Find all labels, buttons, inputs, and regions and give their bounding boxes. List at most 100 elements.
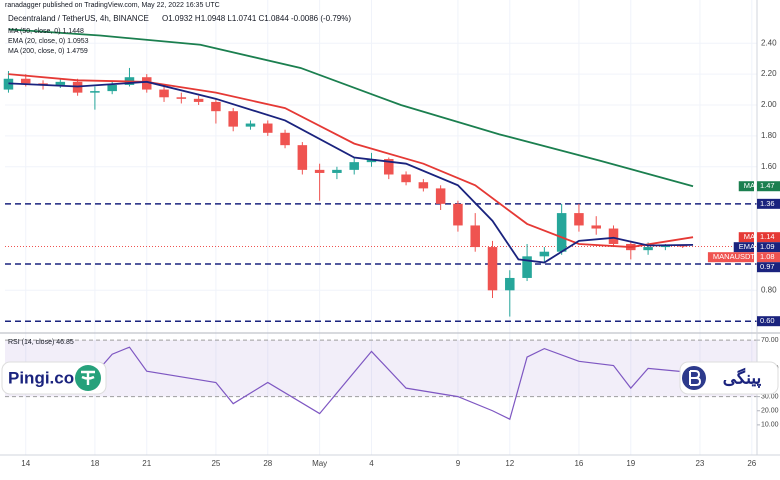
moving-average <box>8 80 694 264</box>
x-tick-label: 9 <box>456 459 461 468</box>
candle-body <box>332 169 342 173</box>
candle-body <box>608 228 619 244</box>
x-tick-label: 12 <box>505 459 514 468</box>
price-tag <box>757 316 780 327</box>
ohlc-line: O1.0932 H1.0948 L1.0741 C1.0844 -0.0086 … <box>162 14 351 23</box>
candle-body <box>245 123 256 127</box>
y-tick-label: 20.00 <box>761 408 779 415</box>
candle-body <box>107 84 117 92</box>
price-tag-label: 0.60 <box>760 316 775 325</box>
candle-body <box>297 145 308 170</box>
price-tag-name: MANAUSDT <box>713 252 756 261</box>
candle-body <box>401 174 411 183</box>
candle-body <box>55 81 66 85</box>
candle-body <box>142 77 152 90</box>
price-tag <box>757 198 780 209</box>
rsi-title: RSI (14, close) 46.85 <box>8 339 74 346</box>
x-tick-label: May <box>312 459 327 468</box>
price-tag-label: 1.14 <box>760 232 775 241</box>
candle-body <box>211 101 221 112</box>
candle-body <box>228 111 238 127</box>
candle-body <box>366 159 377 163</box>
y-tick-label: 2.20 <box>761 69 777 78</box>
candle-body <box>677 245 688 247</box>
x-tick-label: 25 <box>211 459 220 468</box>
candle-body <box>176 97 187 99</box>
candle-body <box>418 182 429 189</box>
candle-body <box>159 89 169 98</box>
x-tick-label: 4 <box>369 459 374 468</box>
publisher: ranadagger published on TradingView.com,… <box>5 2 220 9</box>
candle-body <box>470 225 480 248</box>
price-tag-label: 1.47 <box>760 181 775 190</box>
legend-entry: MA (50, close, 0) 1.1448 <box>8 28 84 35</box>
candle-body <box>591 225 601 229</box>
watermark-left: Pingi.co <box>1 361 107 395</box>
candle-body <box>384 159 394 175</box>
y-tick-label: 2.40 <box>761 38 777 47</box>
candle-body <box>574 213 584 226</box>
y-tick-label: 30.00 <box>761 393 779 400</box>
x-tick-label: 16 <box>574 459 583 468</box>
candle-body <box>539 251 550 257</box>
x-tick-label: 23 <box>695 459 704 468</box>
moving-average <box>8 28 694 188</box>
plot <box>3 28 757 421</box>
candle-body <box>193 98 204 102</box>
x-tick-label: 19 <box>626 459 635 468</box>
y-tick-label: 70.00 <box>761 337 779 344</box>
candle-body <box>90 91 100 93</box>
tether-glyph <box>81 370 95 385</box>
candle-body <box>522 256 532 278</box>
chart-title: Decentraland / TetherUS, 4h, BINANCE <box>8 14 149 23</box>
y-tick-label: 2.00 <box>761 100 777 109</box>
candle-body <box>435 188 446 204</box>
y-tick-label: 0.80 <box>761 285 777 294</box>
candle-body <box>643 247 653 251</box>
price-tag-name-box <box>707 252 754 263</box>
price-tag-label: 1.36 <box>760 199 775 208</box>
watermark-right: پینگی <box>679 361 779 395</box>
price-tag-label: 1.09 <box>760 242 775 251</box>
price-tag-label: 0.97 <box>760 262 775 271</box>
candle-body <box>487 247 498 291</box>
logo-text: پینگی <box>723 367 762 388</box>
price-tag-name-box <box>738 181 754 192</box>
legend-entry: EMA (20, close, 0) 1.0953 <box>8 38 89 45</box>
logo-text: Pingi.co <box>8 368 74 387</box>
rsi-band <box>5 340 757 397</box>
price-tag <box>757 252 780 263</box>
x-tick-label: 18 <box>90 459 99 468</box>
x-tick-label: 14 <box>21 459 30 468</box>
candle-body <box>505 277 515 291</box>
moving-average <box>8 73 694 248</box>
x-tick-label: 28 <box>263 459 272 468</box>
price-tag-name-box <box>738 232 754 243</box>
bitcoin-glyph <box>689 370 702 386</box>
candle-body <box>556 213 567 252</box>
price-tag-name: MA <box>744 232 755 241</box>
candle-body <box>263 123 273 133</box>
y-tick-label: 1.60 <box>761 162 777 171</box>
y-tick-label: 10.00 <box>761 422 779 429</box>
y-tick-label: 1.80 <box>761 131 777 140</box>
price-tag-label: 1.08 <box>760 252 775 261</box>
price-tag-name-box <box>733 242 754 253</box>
candle-body <box>280 132 290 146</box>
price-tag-name: EMA <box>739 242 755 251</box>
candle-body <box>314 169 325 173</box>
price-tag <box>757 181 780 192</box>
candle-body <box>453 203 463 226</box>
candle-body <box>660 245 671 248</box>
axes: 14 18 21 25 28 May 4 9 12 16 19 23 26 0.80 1.60 1.80 2.0… <box>21 38 780 468</box>
price-tag <box>757 262 780 273</box>
candle-body <box>20 78 31 84</box>
price-tag <box>757 232 780 243</box>
logo-box <box>679 361 779 395</box>
x-tick-label: 21 <box>142 459 151 468</box>
price-tag <box>757 242 780 253</box>
legend-entry: MA (200, close, 0) 1.4759 <box>8 48 88 55</box>
rsi-line <box>8 346 694 421</box>
price-tag-name: MA <box>744 181 755 190</box>
